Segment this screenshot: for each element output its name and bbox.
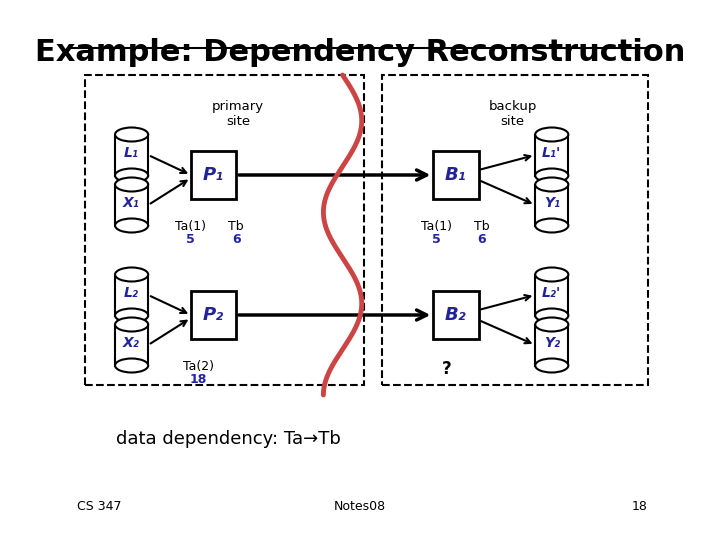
Ellipse shape: [535, 308, 568, 322]
Text: 5: 5: [186, 233, 194, 246]
Ellipse shape: [535, 318, 568, 332]
Text: 18: 18: [190, 373, 207, 386]
Ellipse shape: [535, 178, 568, 192]
Text: Tb: Tb: [474, 220, 490, 233]
Ellipse shape: [115, 219, 148, 233]
Text: ?: ?: [442, 360, 452, 378]
Text: data dependency: Ta→Tb: data dependency: Ta→Tb: [116, 430, 341, 448]
Text: B₁: B₁: [445, 166, 467, 184]
Text: Notes08: Notes08: [334, 500, 386, 513]
Text: X₂: X₂: [123, 336, 140, 350]
Ellipse shape: [115, 308, 148, 322]
Ellipse shape: [115, 178, 148, 192]
FancyBboxPatch shape: [535, 274, 568, 315]
Text: 18: 18: [631, 500, 648, 513]
FancyBboxPatch shape: [115, 274, 148, 315]
Text: 6: 6: [232, 233, 240, 246]
Text: Ta(2): Ta(2): [183, 360, 215, 373]
Text: Ta(1): Ta(1): [421, 220, 452, 233]
Ellipse shape: [535, 359, 568, 373]
FancyBboxPatch shape: [433, 291, 479, 339]
Text: backup
site: backup site: [488, 100, 536, 128]
Ellipse shape: [535, 127, 568, 141]
Ellipse shape: [535, 267, 568, 281]
Text: Tb: Tb: [228, 220, 244, 233]
Text: P₁: P₁: [203, 166, 224, 184]
Ellipse shape: [535, 168, 568, 183]
Text: L₁': L₁': [542, 146, 562, 160]
Ellipse shape: [115, 359, 148, 373]
Text: 6: 6: [478, 233, 486, 246]
Ellipse shape: [115, 267, 148, 281]
Ellipse shape: [115, 127, 148, 141]
Text: Ta(1): Ta(1): [174, 220, 205, 233]
Text: L₂': L₂': [542, 286, 562, 300]
FancyBboxPatch shape: [535, 325, 568, 366]
Text: L₁: L₁: [124, 146, 139, 160]
Text: L₂: L₂: [124, 286, 139, 300]
FancyBboxPatch shape: [191, 291, 236, 339]
FancyBboxPatch shape: [535, 185, 568, 226]
Text: Example: Dependency Reconstruction: Example: Dependency Reconstruction: [35, 38, 685, 67]
Text: primary
site: primary site: [212, 100, 264, 128]
FancyBboxPatch shape: [115, 185, 148, 226]
Ellipse shape: [115, 318, 148, 332]
Text: B₂: B₂: [445, 306, 467, 324]
Text: 5: 5: [432, 233, 441, 246]
FancyBboxPatch shape: [433, 151, 479, 199]
FancyBboxPatch shape: [535, 134, 568, 176]
Text: P₂: P₂: [203, 306, 224, 324]
Text: CS 347: CS 347: [77, 500, 121, 513]
Text: X₁: X₁: [123, 196, 140, 210]
Text: Y₁: Y₁: [544, 196, 560, 210]
FancyBboxPatch shape: [191, 151, 236, 199]
Text: Y₂: Y₂: [544, 336, 560, 350]
FancyBboxPatch shape: [115, 325, 148, 366]
Ellipse shape: [115, 168, 148, 183]
FancyBboxPatch shape: [115, 134, 148, 176]
Ellipse shape: [535, 219, 568, 233]
